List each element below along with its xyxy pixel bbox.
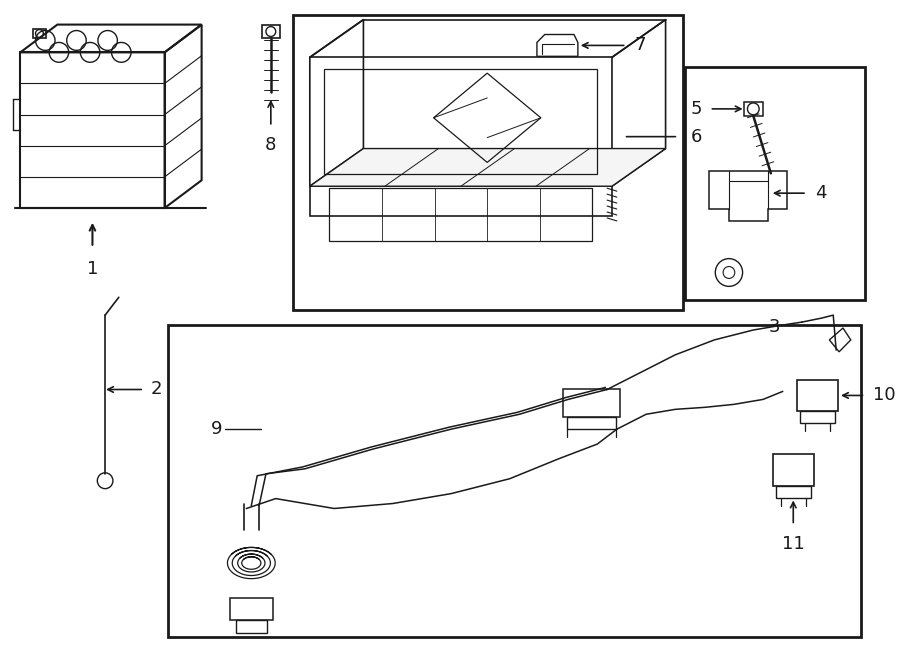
- Bar: [563, 389, 620, 417]
- Bar: [21, 52, 165, 208]
- Text: 9: 9: [211, 420, 222, 438]
- Bar: [800, 411, 835, 423]
- Bar: [236, 619, 267, 633]
- Text: 4: 4: [814, 184, 826, 202]
- Text: 1: 1: [86, 260, 98, 278]
- Text: 6: 6: [691, 128, 702, 145]
- Bar: [262, 24, 280, 38]
- Polygon shape: [310, 149, 666, 186]
- Bar: [567, 417, 616, 429]
- Bar: [32, 28, 46, 38]
- Bar: [168, 325, 860, 637]
- Bar: [230, 598, 273, 619]
- Text: 7: 7: [634, 36, 646, 54]
- Text: 5: 5: [690, 100, 702, 118]
- Bar: [685, 67, 866, 300]
- Bar: [293, 15, 683, 310]
- Bar: [743, 102, 763, 116]
- Text: 3: 3: [769, 318, 780, 336]
- Bar: [776, 486, 811, 498]
- Text: 2: 2: [151, 381, 162, 399]
- Bar: [797, 379, 838, 411]
- Text: 11: 11: [782, 535, 805, 553]
- Bar: [773, 454, 814, 486]
- Text: 10: 10: [873, 387, 896, 405]
- Text: 8: 8: [266, 136, 276, 153]
